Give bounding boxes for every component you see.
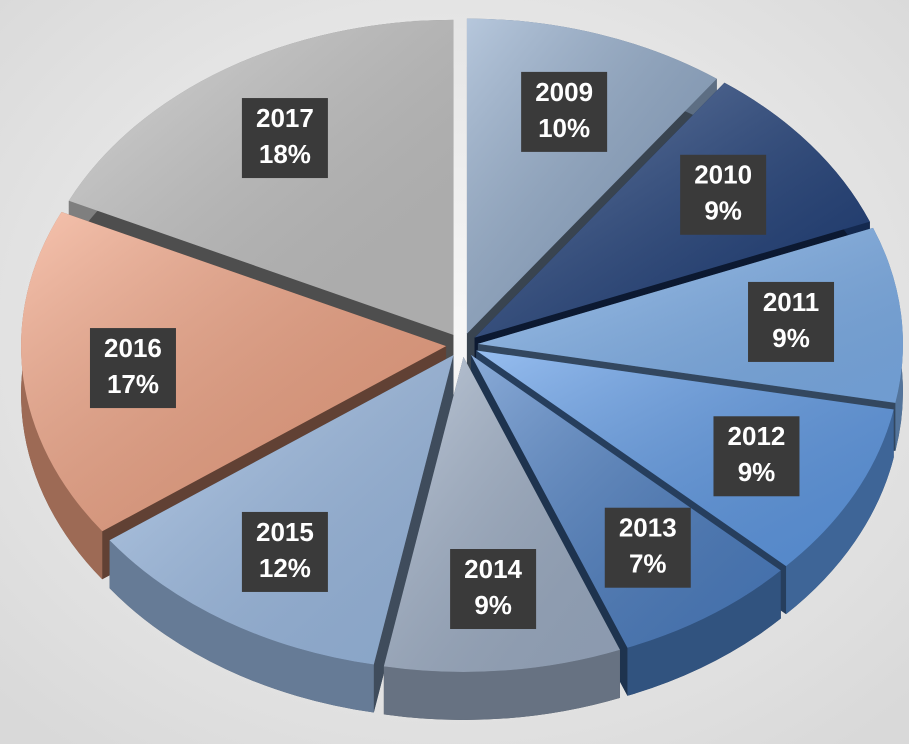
label-box [748,281,835,362]
category-label: 2009 [535,77,593,107]
value-label: 18% [259,139,311,169]
category-label: 2011 [763,287,819,317]
slice-shine [476,350,894,567]
label-box [521,71,608,152]
label-box [713,416,800,497]
label-box [450,549,537,630]
label-box [241,511,328,592]
slice-shine [21,212,447,532]
slice-rim [383,649,620,720]
slice-rim [109,540,374,713]
value-label: 9% [738,457,776,487]
category-label: 2012 [728,421,786,451]
slice-group [383,356,620,720]
category-label: 2016 [104,333,162,363]
category-label: 2017 [256,103,314,133]
slice-shine [474,82,870,338]
slice-rim [627,570,781,696]
value-label: 9% [704,196,742,226]
slice-rim [21,212,103,580]
value-label: 10% [538,113,590,143]
value-label: 12% [259,553,311,583]
category-label: 2014 [464,554,522,584]
slice-shine [383,356,620,672]
label-box [604,507,691,588]
value-label: 9% [772,323,810,353]
value-label: 9% [474,590,512,620]
value-label: 17% [107,369,159,399]
category-label: 2013 [619,513,677,543]
category-label: 2010 [694,160,752,190]
slice-group [109,355,454,713]
value-label: 7% [629,549,667,579]
label-box [241,98,328,179]
slice-shine [109,355,454,665]
slice-shine [470,354,781,648]
slice-rim [786,409,894,615]
category-label: 2015 [256,517,314,547]
label-box [89,328,176,409]
slice-wall [373,355,454,713]
label-box [680,154,767,235]
